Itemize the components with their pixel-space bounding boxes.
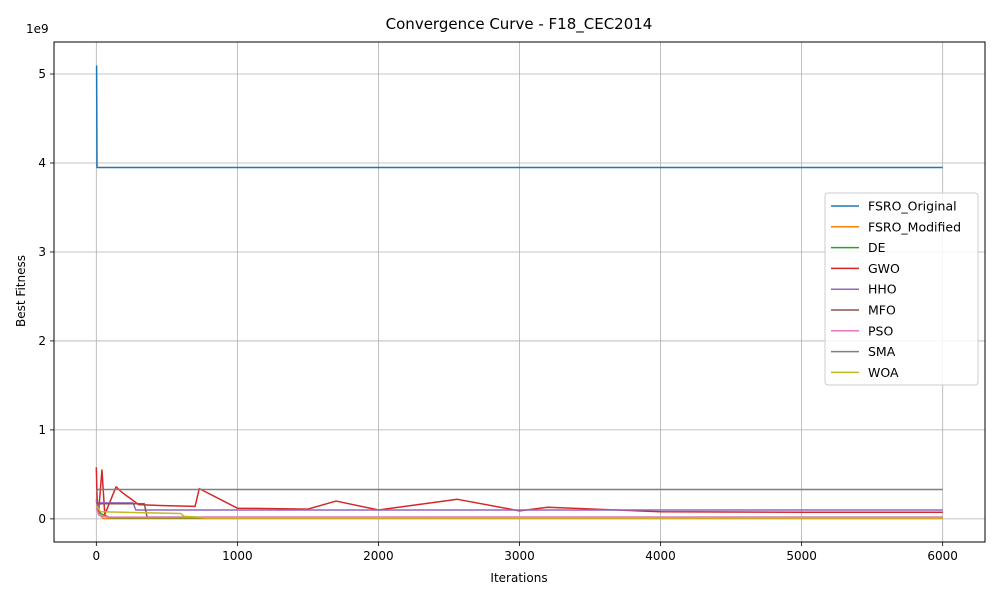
y-tick-label: 0: [38, 512, 46, 526]
series-line-sma: [95, 488, 943, 493]
series-line-fsro-original: [95, 65, 943, 169]
legend-label: DE: [868, 240, 886, 255]
series-line-pso: [95, 507, 943, 518]
x-tick-label: 2000: [363, 549, 394, 563]
x-tick-label: 6000: [927, 549, 958, 563]
x-tick-label: 1000: [222, 549, 253, 563]
x-tick-label: 4000: [645, 549, 676, 563]
series-line-woa: [95, 505, 943, 519]
legend-label: MFO: [868, 303, 896, 318]
y-offset-label: 1e9: [26, 22, 49, 36]
legend-label: HHO: [868, 282, 897, 297]
x-tick-label: 5000: [786, 549, 817, 563]
legend: FSRO_Original FSRO_Modified DE GWO HHO MFO PSO…: [824, 192, 979, 386]
legend-box: [824, 192, 979, 386]
y-axis-label: Best Fitness: [14, 255, 28, 327]
y-ticks: 0 1 2 3 4 5: [38, 67, 54, 526]
y-tick-label: 1: [38, 423, 46, 437]
chart-title: Convergence Curve - F18_CEC2014: [386, 15, 653, 34]
legend-label: SMA: [868, 344, 896, 359]
legend-label: PSO: [868, 323, 893, 338]
y-tick-label: 3: [38, 245, 46, 259]
legend-label: GWO: [868, 261, 900, 276]
legend-label: WOA: [868, 365, 899, 380]
y-tick-label: 4: [38, 156, 46, 170]
series-layer: [95, 65, 943, 520]
legend-label: FSRO_Modified: [868, 219, 961, 234]
x-ticks: 0 1000 2000 3000 4000 5000 6000: [92, 542, 958, 563]
x-axis-label: Iterations: [490, 571, 547, 585]
legend-label: FSRO_Original: [868, 199, 957, 214]
y-tick-label: 5: [38, 67, 46, 81]
series-line-gwo: [95, 467, 943, 516]
y-tick-label: 2: [38, 334, 46, 348]
x-tick-label: 0: [92, 549, 100, 563]
x-tick-label: 3000: [504, 549, 535, 563]
